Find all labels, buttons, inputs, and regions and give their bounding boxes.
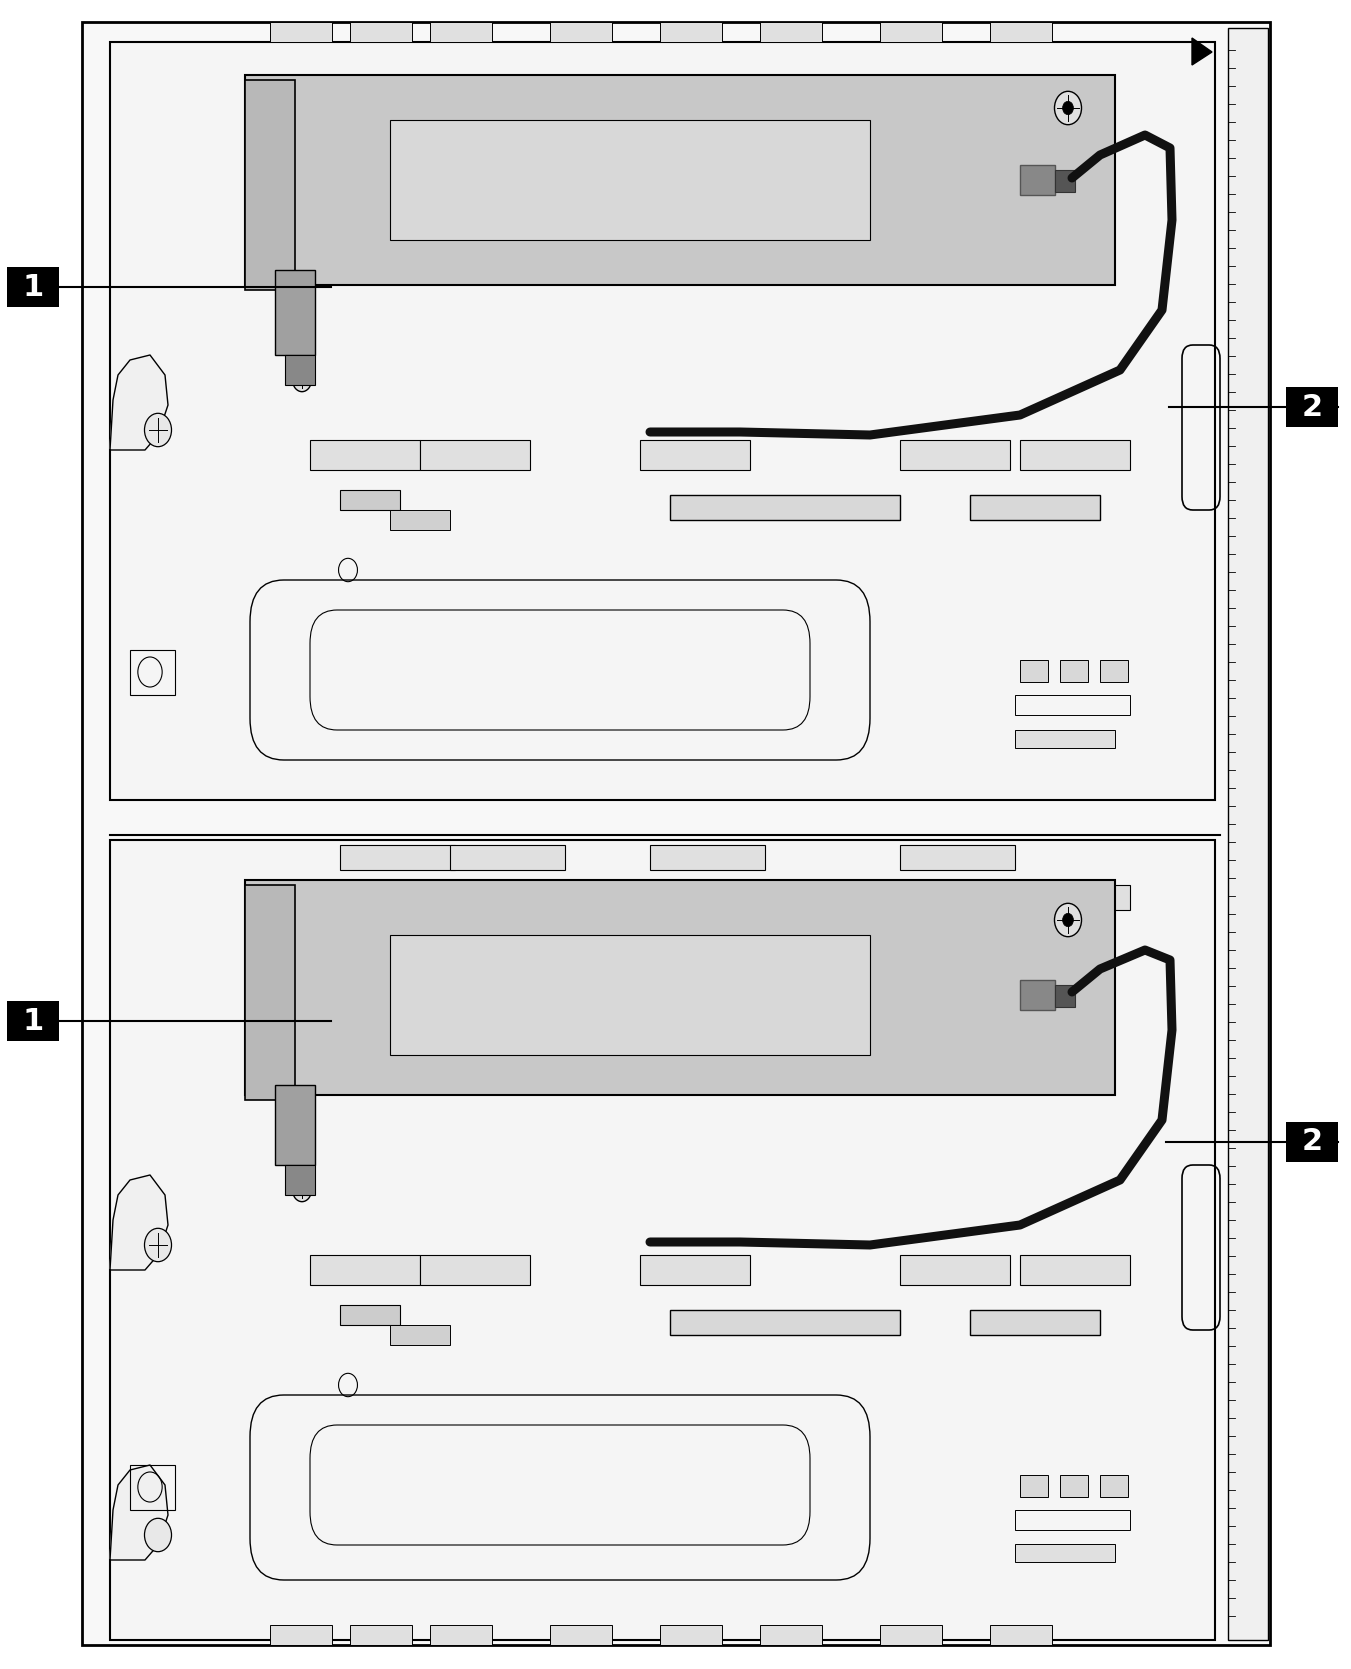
Bar (276, 270, 315, 355)
Bar (430, 1626, 492, 1646)
Polygon shape (109, 1465, 168, 1561)
Bar (309, 1255, 420, 1285)
Bar (640, 1255, 750, 1285)
Bar (1061, 659, 1088, 683)
Circle shape (293, 1178, 312, 1202)
Bar (670, 885, 880, 910)
Circle shape (293, 369, 312, 392)
Bar (285, 1165, 315, 1195)
Bar (670, 496, 900, 521)
Bar (82, 22, 1270, 1646)
Bar (1286, 1122, 1337, 1162)
Bar (245, 880, 1115, 1095)
Bar (900, 845, 1015, 870)
Bar (430, 22, 492, 42)
Bar (340, 885, 550, 910)
Bar (1020, 1255, 1129, 1285)
Circle shape (1055, 903, 1082, 936)
Bar (1100, 659, 1128, 683)
Bar (270, 1626, 332, 1646)
Bar (1020, 659, 1048, 683)
Bar (390, 120, 870, 240)
Bar (970, 1310, 1100, 1335)
Circle shape (145, 1519, 172, 1552)
Bar (350, 22, 412, 42)
Bar (550, 1626, 612, 1646)
Bar (900, 1255, 1011, 1285)
Bar (340, 845, 455, 870)
Bar (1061, 1475, 1088, 1497)
Bar (390, 935, 870, 1055)
Polygon shape (109, 355, 168, 451)
Circle shape (1063, 913, 1074, 926)
Bar (880, 1626, 942, 1646)
Bar (761, 22, 821, 42)
Bar (1020, 441, 1129, 471)
Bar (420, 1255, 530, 1285)
Text: 2: 2 (1301, 1127, 1323, 1157)
Bar (130, 1465, 176, 1510)
Bar (245, 75, 1115, 285)
Bar (661, 1626, 721, 1646)
Bar (990, 22, 1052, 42)
Bar (390, 1325, 450, 1345)
Bar (420, 441, 530, 471)
Bar (970, 496, 1100, 521)
Bar (245, 885, 295, 1100)
Bar (350, 1626, 412, 1646)
Bar (1015, 729, 1115, 748)
Bar (1055, 170, 1075, 192)
Bar (1055, 985, 1075, 1006)
Bar (7, 1001, 58, 1041)
Bar (990, 1626, 1052, 1646)
Bar (661, 22, 721, 42)
Bar (1015, 1544, 1115, 1562)
Bar (309, 441, 420, 471)
Bar (270, 22, 332, 42)
Bar (880, 22, 942, 42)
Bar (1228, 28, 1269, 1641)
Circle shape (145, 1228, 172, 1262)
Polygon shape (1192, 38, 1212, 65)
Bar (1100, 1475, 1128, 1497)
Bar (109, 840, 1215, 1641)
Circle shape (1055, 92, 1082, 125)
Bar (1020, 1475, 1048, 1497)
Bar (650, 845, 765, 870)
Circle shape (145, 414, 172, 447)
Bar (1015, 694, 1129, 714)
Bar (390, 511, 450, 531)
Bar (550, 22, 612, 42)
Bar (1015, 1510, 1129, 1530)
Bar (761, 1626, 821, 1646)
Bar (970, 885, 1129, 910)
Polygon shape (109, 1175, 168, 1270)
Bar (340, 1305, 400, 1325)
Bar (109, 42, 1215, 799)
Bar (640, 441, 750, 471)
Bar (670, 1310, 900, 1335)
Bar (450, 845, 565, 870)
Bar (1020, 165, 1055, 195)
Bar (340, 491, 400, 511)
Bar (7, 267, 58, 307)
Text: 1: 1 (22, 1006, 43, 1036)
Bar (130, 649, 176, 694)
Bar (1286, 387, 1337, 427)
Text: 2: 2 (1301, 392, 1323, 422)
Circle shape (1063, 102, 1074, 115)
Bar (245, 80, 295, 290)
Text: 1: 1 (22, 272, 43, 302)
Bar (900, 441, 1011, 471)
Bar (285, 355, 315, 386)
Bar (276, 1085, 315, 1165)
Bar (1020, 980, 1055, 1010)
